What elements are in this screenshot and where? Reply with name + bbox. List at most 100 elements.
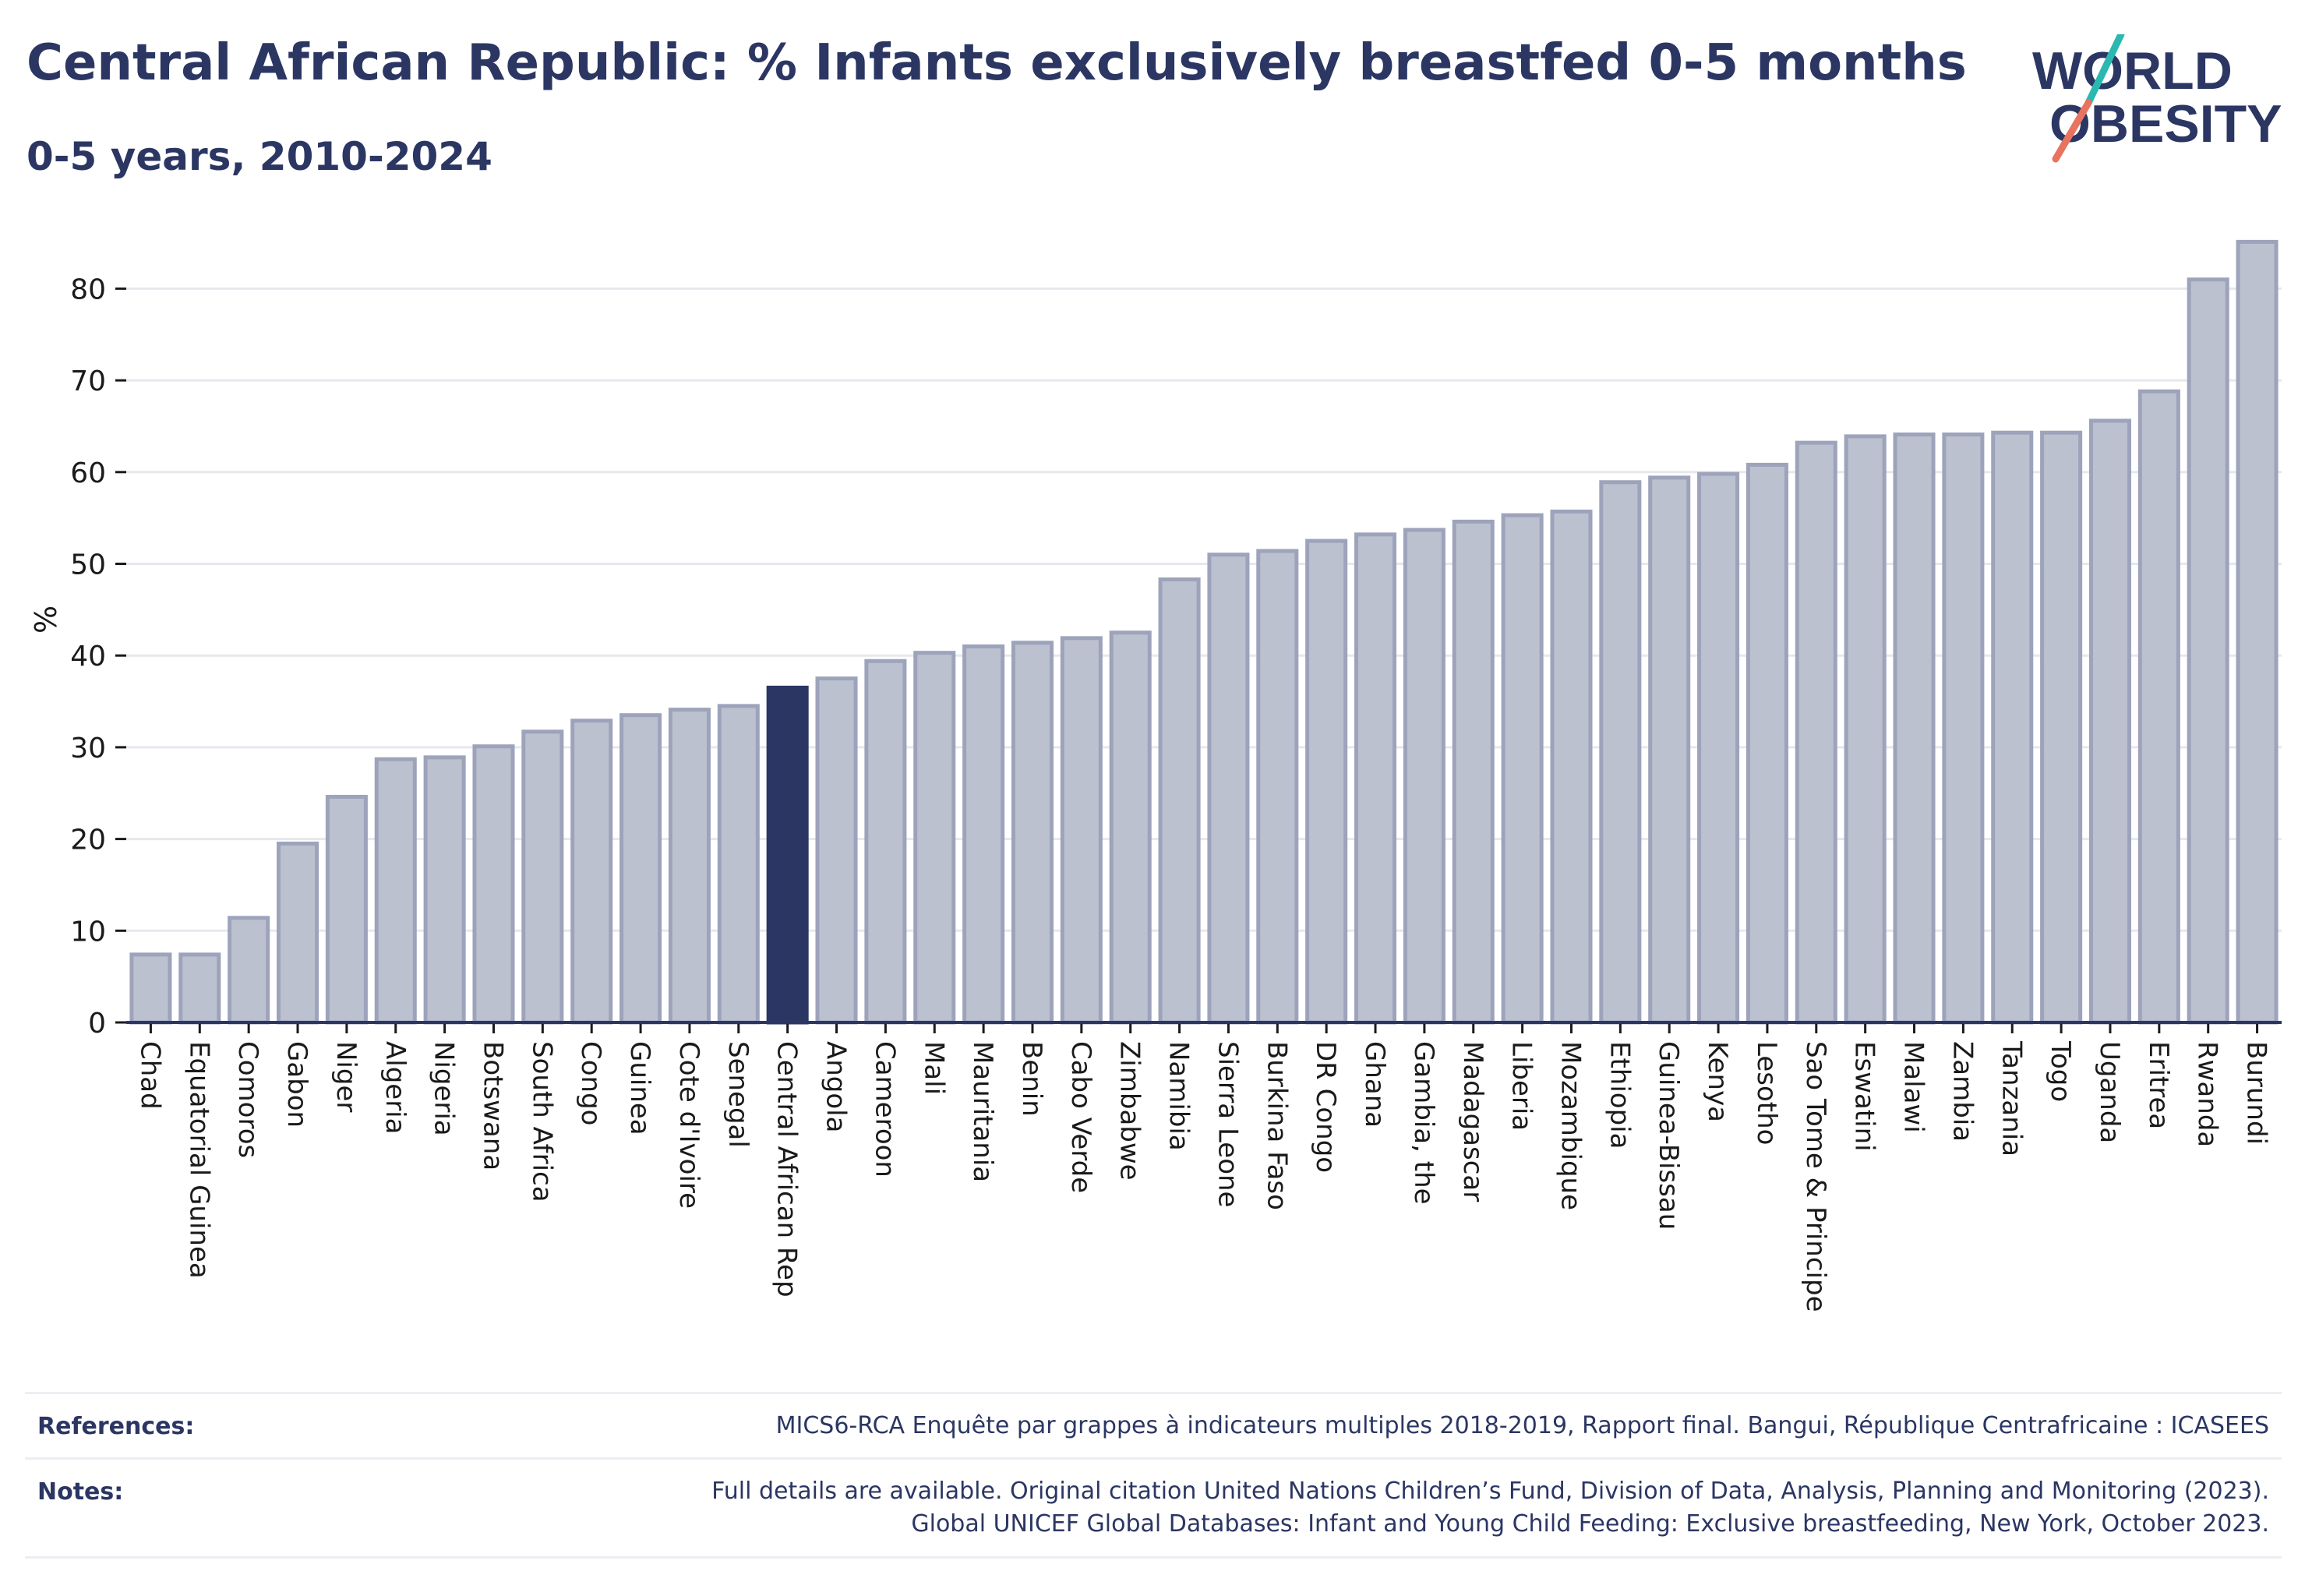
y-tick-label: 70 xyxy=(70,365,106,397)
bar-ghana xyxy=(1354,532,1397,1025)
x-tick-label: Algeria xyxy=(379,1041,411,1134)
x-tick-label: Niger xyxy=(330,1041,362,1112)
y-tick-label: 80 xyxy=(70,274,106,305)
bar-guinea xyxy=(619,713,662,1025)
x-tick-label: Ethiopia xyxy=(1604,1041,1635,1149)
y-tick-label: 30 xyxy=(70,733,106,764)
chart-subtitle: 0-5 years, 2010-2024 xyxy=(26,134,492,179)
bar-benin xyxy=(1011,641,1054,1025)
bar-guinea-bissau xyxy=(1648,475,1691,1025)
bars xyxy=(129,239,2279,1025)
axes xyxy=(115,287,2282,1033)
references-row: References: MICS6-RCA Enquête par grappe… xyxy=(25,1392,2282,1457)
x-tick-label: Angola xyxy=(821,1041,852,1132)
x-tick-label: Zimbabwe xyxy=(1114,1041,1145,1181)
x-tick-label: Uganda xyxy=(2094,1041,2125,1143)
bar-cote-d-ivoire xyxy=(668,708,711,1025)
x-tick-label: Burundi xyxy=(2241,1041,2272,1145)
bar-eritrea xyxy=(2137,389,2180,1025)
bar-angola xyxy=(815,676,858,1025)
y-tick-label: 10 xyxy=(70,916,106,948)
x-tick-label: Lesotho xyxy=(1751,1041,1782,1145)
bar-zimbabwe xyxy=(1109,630,1152,1025)
bar-kenya xyxy=(1697,471,1740,1025)
bar-niger xyxy=(325,794,368,1025)
bar-burkina-faso xyxy=(1256,549,1299,1025)
x-tick-label: Kenya xyxy=(1702,1041,1733,1122)
x-tick-label: Ghana xyxy=(1359,1041,1390,1128)
logo-slash-teal xyxy=(2084,34,2125,107)
x-tick-label: Equatorial Guinea xyxy=(183,1041,214,1279)
bar-tanzania xyxy=(1991,430,2034,1025)
bar-uganda xyxy=(2088,418,2131,1025)
x-tick-label: Guinea xyxy=(624,1041,655,1135)
bar-botswana xyxy=(472,744,515,1025)
x-tick-label: Eswatini xyxy=(1849,1041,1880,1152)
y-tick-label: 0 xyxy=(88,1008,106,1040)
x-tick-label: Gabon xyxy=(281,1041,312,1128)
bar-mauritania xyxy=(962,644,1005,1025)
bar-eswatini xyxy=(1844,434,1887,1025)
bar-ethiopia xyxy=(1599,480,1642,1025)
x-tick-label: Malawi xyxy=(1898,1041,1929,1133)
logo-slash-coral xyxy=(2052,99,2092,163)
bar-liberia xyxy=(1501,513,1544,1025)
bar-central-african-rep xyxy=(766,685,809,1025)
bar-sao-tome-principe xyxy=(1795,440,1837,1025)
bar-madagascar xyxy=(1452,519,1495,1025)
x-tick-label: Burkina Faso xyxy=(1261,1041,1292,1210)
bar-equatorial-guinea xyxy=(178,952,221,1025)
bar-gabon xyxy=(277,841,319,1025)
bar-togo xyxy=(2040,430,2083,1025)
bar-algeria xyxy=(374,757,417,1025)
logo-line1: WORLD xyxy=(2032,41,2233,101)
x-tick-label: Central African Rep xyxy=(771,1041,803,1298)
world-obesity-logo: WORLD OBESITY xyxy=(2032,34,2282,163)
x-tick-label: Zambia xyxy=(1947,1041,1978,1142)
x-tick-label: Cabo Verde xyxy=(1065,1041,1096,1193)
bar-comoros xyxy=(228,916,270,1025)
x-tick-label: Mauritania xyxy=(967,1041,998,1182)
tick-labels: 0 10 20 30 40 50 60 70 80 Chad Equatorial Guinea Co… xyxy=(70,274,2271,1312)
y-tick-label: 40 xyxy=(70,641,106,673)
bar-zambia xyxy=(1942,433,1985,1025)
bar-sierra-leone xyxy=(1207,553,1250,1025)
x-tick-label: Cameroon xyxy=(869,1041,900,1178)
bar-namibia xyxy=(1158,577,1201,1025)
x-tick-label: Madagascar xyxy=(1457,1041,1488,1202)
bar-lesotho xyxy=(1746,462,1788,1025)
x-tick-label: Mozambique xyxy=(1555,1041,1586,1210)
notes-row: Notes: Full details are available. Origi… xyxy=(25,1457,2282,1559)
x-tick-label: Congo xyxy=(575,1041,606,1125)
x-tick-label: Mali xyxy=(918,1041,949,1095)
x-tick-label: Nigeria xyxy=(429,1041,460,1136)
bar-chad xyxy=(129,952,172,1025)
bar-nigeria xyxy=(423,755,466,1025)
bar-gambia-the xyxy=(1403,528,1445,1025)
y-tick-label: 50 xyxy=(70,549,106,581)
x-tick-label: Togo xyxy=(2045,1040,2076,1102)
x-tick-label: South Africa xyxy=(526,1041,557,1202)
bar-congo xyxy=(570,719,613,1025)
x-tick-label: Senegal xyxy=(722,1041,754,1148)
bar-dr-congo xyxy=(1305,538,1348,1025)
x-tick-label: Comoros xyxy=(232,1041,263,1158)
bar-cameroon xyxy=(864,659,907,1025)
x-tick-label: Sao Tome & Principe xyxy=(1800,1041,1831,1312)
bar-mali xyxy=(913,651,956,1025)
x-tick-label: Namibia xyxy=(1163,1041,1195,1151)
references-label: References: xyxy=(37,1413,195,1440)
chart-title: Central African Republic: % Infants excl… xyxy=(26,34,1967,92)
notes-label: Notes: xyxy=(37,1478,124,1506)
bar-mozambique xyxy=(1550,509,1593,1025)
bar-south-africa xyxy=(521,729,564,1025)
x-tick-label: Sierra Leone xyxy=(1212,1041,1243,1207)
x-tick-label: Cote d'Ivoire xyxy=(673,1041,704,1209)
bar-senegal xyxy=(717,704,760,1025)
x-tick-label: Botswana xyxy=(477,1041,508,1171)
bar-malawi xyxy=(1893,433,1936,1025)
x-tick-label: Liberia xyxy=(1506,1041,1537,1131)
x-tick-label: Eritrea xyxy=(2143,1041,2174,1129)
x-tick-label: Benin xyxy=(1016,1041,1047,1117)
bar-cabo-verde xyxy=(1060,636,1103,1025)
